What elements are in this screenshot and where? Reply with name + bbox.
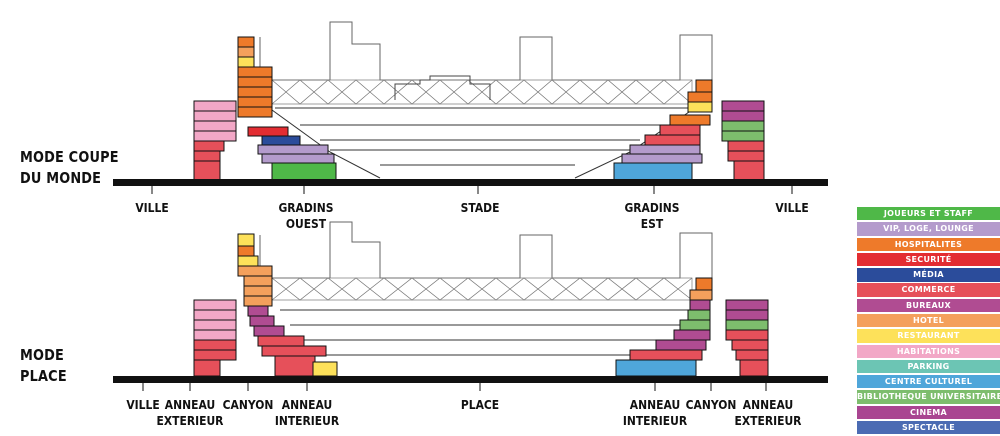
zone-label-text: VILLE bbox=[126, 397, 160, 412]
coupe-du-monde-section bbox=[113, 21, 828, 194]
roof-truss bbox=[271, 75, 693, 105]
zone-label-ville-right: VILLE bbox=[775, 200, 808, 216]
ground-ticks bbox=[142, 383, 767, 391]
mode-title-line: PLACE bbox=[20, 367, 67, 385]
zone-label-anneau-interieur-right: ANNEAU INTERIEUR bbox=[623, 397, 687, 429]
roof-truss bbox=[271, 277, 693, 301]
legend-item: CINEMA bbox=[857, 405, 1000, 420]
zone-label-text: CANYON bbox=[222, 397, 274, 412]
program-blocks-right bbox=[613, 79, 765, 181]
zone-label-ville: VILLE bbox=[135, 200, 168, 216]
zone-label-canyon: CANYON bbox=[223, 397, 274, 413]
section-diagram bbox=[113, 21, 828, 391]
zone-label-ville-bottom: VILLE bbox=[126, 397, 159, 413]
program-legend: JOUEURS ET STAFF VIP, LOGE, LOUNGE HOSPITA… bbox=[857, 207, 1000, 436]
zone-label-text: ANNEAU bbox=[742, 397, 794, 412]
zone-label-text: OUEST bbox=[285, 216, 327, 228]
ground-line bbox=[113, 179, 828, 186]
zone-label-stade: STADE bbox=[461, 200, 500, 216]
mode-title-line: DU MONDE bbox=[20, 169, 102, 187]
zone-label-place: PLACE bbox=[461, 397, 499, 413]
legend-item: SPECTACLE bbox=[857, 420, 1000, 435]
zone-label-text: STADE bbox=[460, 200, 500, 215]
zone-label-gradins-ouest: GRADINS OUEST bbox=[278, 200, 333, 228]
zone-label-text: ANNEAU bbox=[164, 397, 216, 412]
zone-label-gradins-est: GRADINS EST bbox=[624, 200, 679, 232]
zone-label-text: INTERIEUR bbox=[274, 413, 340, 428]
legend-item: BUREAUX bbox=[857, 298, 1000, 313]
mode-title-line: MODE COUPE bbox=[20, 148, 119, 166]
skyline-outline bbox=[259, 21, 713, 81]
zone-label-text: CANYON bbox=[685, 397, 737, 412]
zone-label-text: ANNEAU bbox=[629, 397, 681, 412]
legend-item: MÉDIA bbox=[857, 268, 1000, 282]
zone-label-text: VILLE bbox=[135, 200, 169, 215]
zone-label-text: GRADINS bbox=[624, 200, 680, 215]
legend-item: BIBLIOTHEQUE UNIVERSITAIRE bbox=[857, 390, 1000, 404]
legend-item: COMMERCE bbox=[857, 283, 1000, 297]
bowl-lines bbox=[280, 309, 690, 356]
legend-item: PARKING bbox=[857, 359, 1000, 374]
zone-label-text: VILLE bbox=[775, 200, 809, 215]
zone-label-text: INTERIEUR bbox=[622, 413, 688, 428]
legend-item: HOTEL bbox=[857, 313, 1000, 328]
mode-place-title: MODE PLACE bbox=[20, 345, 67, 387]
legend-item: RESTAURANT bbox=[857, 329, 1000, 343]
zone-label-text: EXTERIEUR bbox=[156, 413, 224, 428]
mode-title-line: MODE bbox=[20, 346, 65, 364]
place-section bbox=[113, 221, 828, 391]
legend-item: HOSPITALITES bbox=[857, 237, 1000, 251]
legend-item: HABITATIONS bbox=[857, 344, 1000, 358]
zone-label-anneau-interieur: ANNEAU INTERIEUR bbox=[275, 397, 339, 429]
program-blocks-right bbox=[615, 277, 769, 377]
mode-coupe-du-monde-title: MODE COUPE DU MONDE bbox=[20, 147, 119, 189]
zone-label-canyon-right: CANYON bbox=[686, 397, 737, 413]
zone-label-anneau-exterieur: ANNEAU EXTERIEUR bbox=[157, 397, 224, 429]
zone-label-text: PLACE bbox=[460, 397, 500, 412]
legend-item: JOUEURS ET STAFF bbox=[857, 207, 1000, 221]
zone-label-anneau-exterieur-right: ANNEAU EXTERIEUR bbox=[735, 397, 802, 429]
ground-ticks bbox=[151, 186, 793, 194]
zone-label-text: EST bbox=[640, 216, 664, 231]
zone-label-text: EXTERIEUR bbox=[734, 413, 802, 428]
program-blocks-left bbox=[193, 233, 338, 377]
zone-label-text: GRADINS bbox=[278, 200, 334, 215]
ground-line bbox=[113, 376, 828, 383]
legend-item: VIP, LOGE, LOUNGE bbox=[857, 222, 1000, 236]
legend-item: SECURITÉ bbox=[857, 252, 1000, 267]
legend-item: CENTRE CULTUREL bbox=[857, 375, 1000, 389]
zone-label-text: ANNEAU bbox=[281, 397, 333, 412]
bowl-lines bbox=[271, 107, 693, 179]
